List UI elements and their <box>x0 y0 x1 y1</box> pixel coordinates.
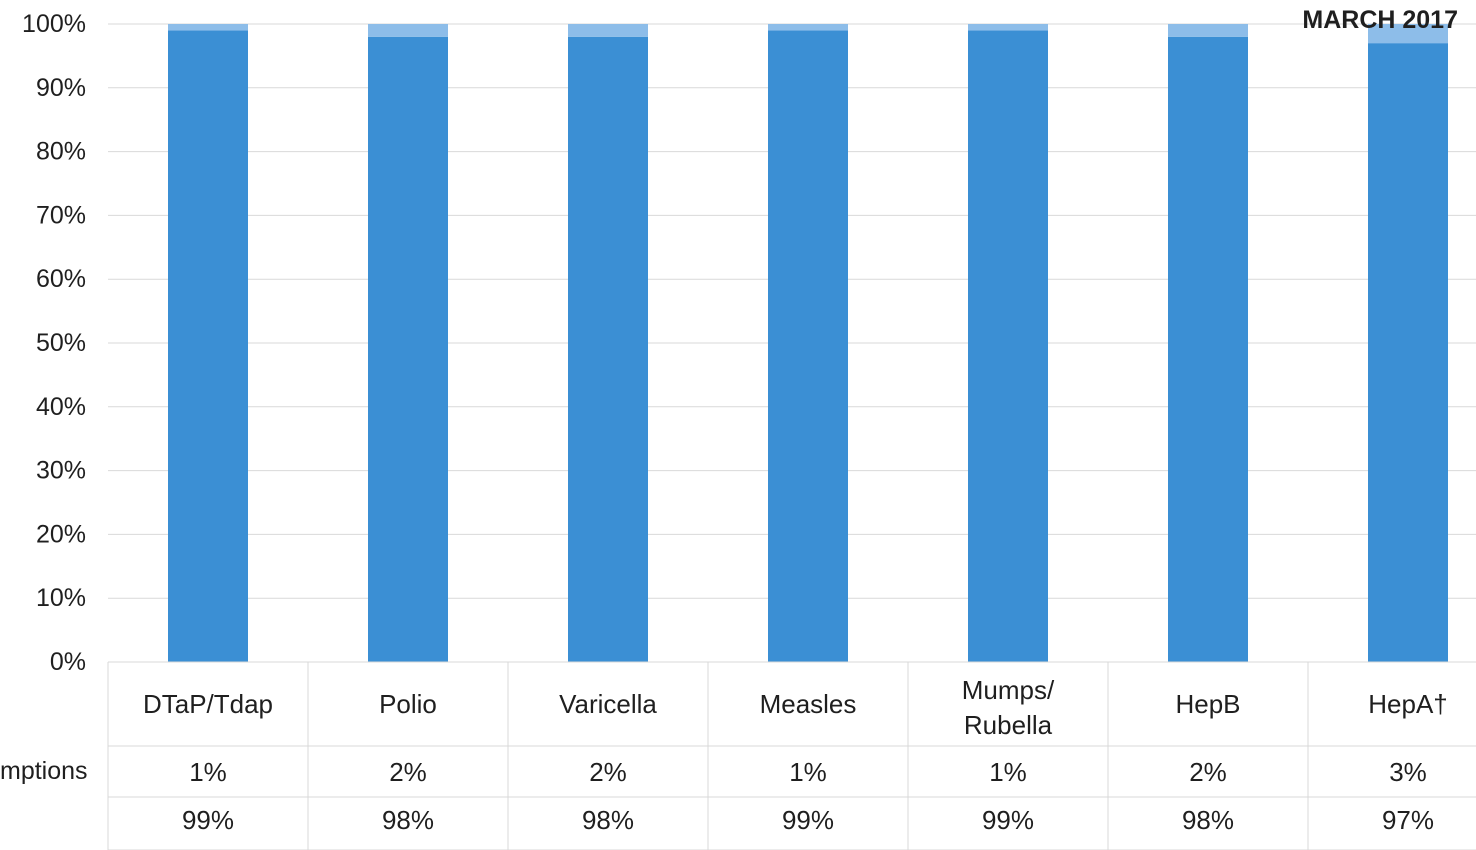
bar-segment-primary <box>1168 36 1248 662</box>
table-row-label: mptions <box>0 757 88 785</box>
y-axis-tick-label: 90% <box>36 74 86 102</box>
table-value-exemption: 2% <box>389 757 427 787</box>
bar-segment-secondary <box>1168 24 1248 37</box>
table-value-exemption: 1% <box>789 757 827 787</box>
bar-segment-primary <box>568 36 648 662</box>
bar-segment-secondary <box>968 24 1048 31</box>
category-label: HepB <box>1175 689 1240 719</box>
table-value-exemption: 2% <box>1189 757 1227 787</box>
bar-segment-primary <box>168 30 248 662</box>
table-value-primary: 99% <box>782 805 834 835</box>
y-axis-tick-label: 80% <box>36 138 86 166</box>
data-table: DTaP/Tdap Polio Varicella Measles Mumps/Rube… <box>0 661 1476 850</box>
table-value-primary: 99% <box>182 805 234 835</box>
y-axis-tick-label: 60% <box>36 265 86 293</box>
category-label-line: DTaP/Tdap <box>143 689 273 719</box>
table-value-primary: 98% <box>1182 805 1234 835</box>
category-label-line: HepB <box>1175 689 1240 719</box>
y-axis-tick-label: 20% <box>36 520 86 548</box>
table-value-exemption: 3% <box>1389 757 1427 787</box>
bar-segment-primary <box>768 30 848 662</box>
category-label-line: HepA† <box>1368 689 1448 719</box>
table-value-primary: 98% <box>382 805 434 835</box>
table-value-primary: 98% <box>582 805 634 835</box>
bar-segment-secondary <box>568 24 648 37</box>
bar-series-layer <box>168 24 1448 662</box>
category-label: Polio <box>379 689 437 719</box>
category-label: Mumps/Rubella <box>962 675 1055 740</box>
table-value-primary: 97% <box>1382 805 1434 835</box>
y-axis-tick-label: 0% <box>50 648 86 676</box>
table-value-exemption: 1% <box>189 757 227 787</box>
bar-segment-secondary <box>168 24 248 31</box>
category-label-line: Polio <box>379 689 437 719</box>
category-label: Measles <box>760 689 857 719</box>
bar-segment-secondary <box>368 24 448 37</box>
chart-title: MARCH 2017 <box>1302 6 1458 34</box>
category-label: DTaP/Tdap <box>143 689 273 719</box>
y-axis-tick-label: 40% <box>36 393 86 421</box>
category-label: HepA† <box>1368 689 1448 719</box>
y-axis-tick-label: 50% <box>36 329 86 357</box>
bar-segment-primary <box>1368 43 1448 662</box>
category-label-line: Measles <box>760 689 857 719</box>
y-axis: 0% 10% 20% 30% 40% 50% 60% 70% 80% 90% 100% <box>22 10 86 676</box>
y-axis-tick-label: 10% <box>36 584 86 612</box>
bar-segment-primary <box>968 30 1048 662</box>
table-value-primary: 99% <box>982 805 1034 835</box>
bar-segment-secondary <box>1368 24 1448 44</box>
category-label: Varicella <box>559 689 657 719</box>
y-axis-tick-label: 70% <box>36 201 86 229</box>
table-value-exemption: 2% <box>589 757 627 787</box>
category-label-line: Mumps/ <box>962 675 1055 705</box>
category-label-line: Varicella <box>559 689 657 719</box>
table-value-exemption: 1% <box>989 757 1027 787</box>
y-axis-tick-label: 100% <box>22 10 86 38</box>
bar-segment-secondary <box>768 24 848 31</box>
y-axis-tick-label: 30% <box>36 457 86 485</box>
category-label-line: Rubella <box>964 710 1053 740</box>
bar-segment-primary <box>368 36 448 662</box>
